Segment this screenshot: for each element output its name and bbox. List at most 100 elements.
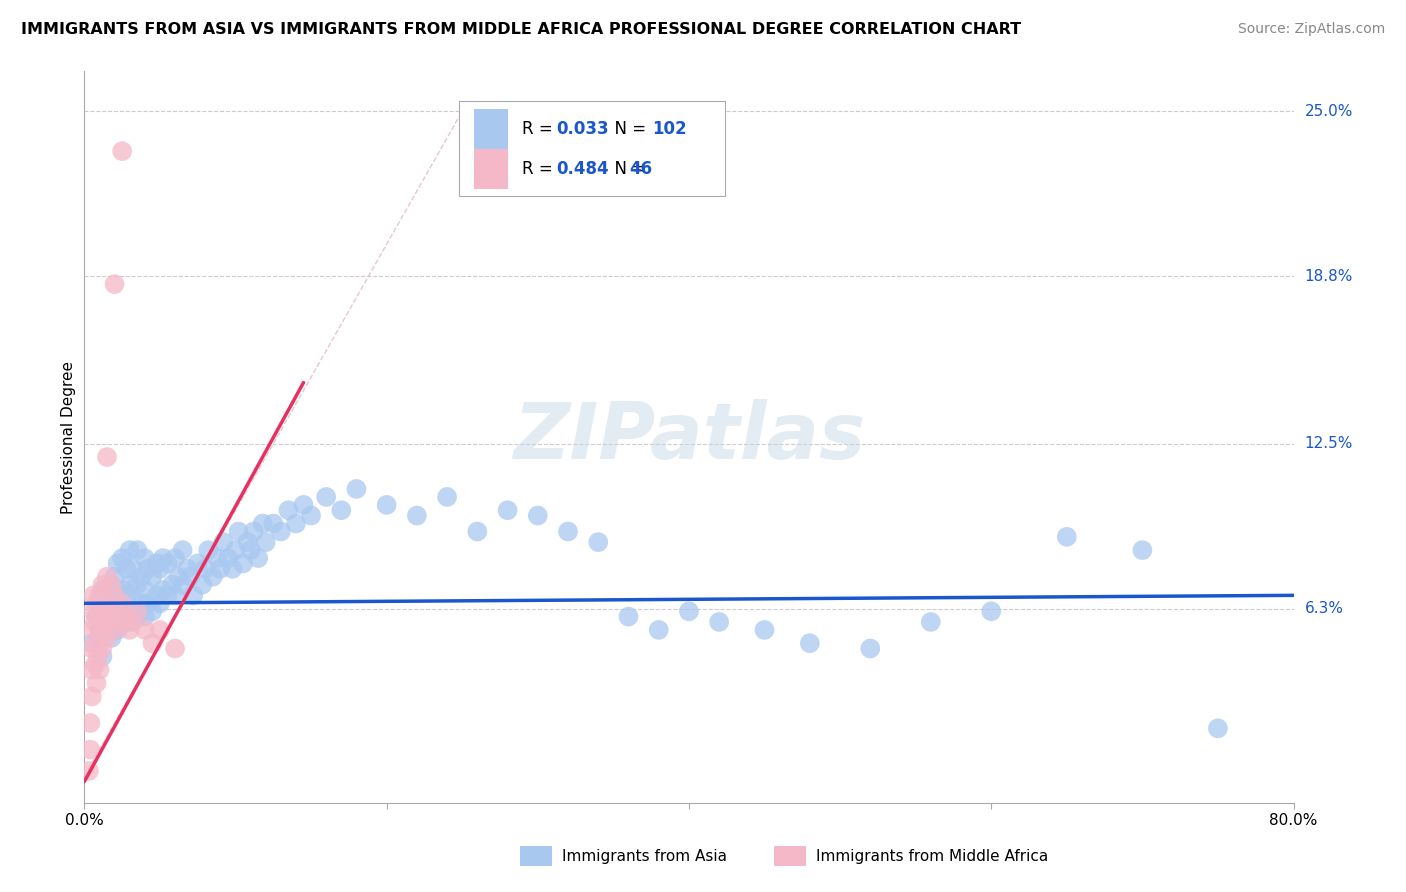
Point — [115, 588, 138, 602]
Point — [80, 690, 103, 704]
Y-axis label: Professional Degree: Professional Degree — [60, 360, 76, 514]
Point — [156, 557, 179, 571]
Point — [799, 636, 821, 650]
Text: 12.5%: 12.5% — [1305, 436, 1353, 451]
Text: IMMIGRANTS FROM ASIA VS IMMIGRANTS FROM MIDDLE AFRICA PROFESSIONAL DEGREE CORREL: IMMIGRANTS FROM ASIA VS IMMIGRANTS FROM … — [21, 22, 1021, 37]
Point — [141, 570, 163, 584]
FancyBboxPatch shape — [460, 101, 725, 195]
Point — [217, 551, 239, 566]
Point — [221, 562, 243, 576]
Point — [346, 482, 368, 496]
Point — [89, 623, 111, 637]
Point — [146, 557, 169, 571]
Point — [172, 577, 194, 591]
Point — [134, 623, 156, 637]
Point — [678, 604, 700, 618]
Point — [859, 641, 882, 656]
Point — [91, 649, 114, 664]
Text: N =: N = — [605, 160, 651, 178]
Point — [121, 596, 143, 610]
Text: R =: R = — [522, 160, 558, 178]
Point — [86, 636, 108, 650]
Point — [1130, 543, 1153, 558]
Text: 0.033: 0.033 — [555, 120, 609, 138]
Point — [107, 557, 129, 571]
Point — [236, 535, 259, 549]
Point — [118, 604, 141, 618]
Point — [152, 582, 174, 597]
Point — [107, 596, 129, 610]
Point — [111, 582, 134, 597]
Point — [107, 604, 129, 618]
Point — [146, 588, 169, 602]
Point — [225, 543, 247, 558]
Point — [110, 615, 132, 629]
Point — [89, 588, 111, 602]
Point — [91, 577, 114, 591]
Point — [100, 577, 122, 591]
Point — [131, 570, 153, 584]
Text: 102: 102 — [652, 120, 688, 138]
Point — [91, 582, 114, 597]
Point — [127, 577, 149, 591]
Point — [86, 609, 108, 624]
Text: N =: N = — [605, 120, 651, 138]
Point — [121, 615, 143, 629]
Point — [136, 596, 159, 610]
Text: 25.0%: 25.0% — [1305, 103, 1353, 119]
Point — [201, 570, 224, 584]
Point — [375, 498, 398, 512]
Point — [87, 649, 110, 664]
Point — [709, 615, 731, 629]
Point — [94, 596, 117, 610]
Point — [107, 623, 129, 637]
Point — [187, 557, 209, 571]
Point — [94, 623, 117, 637]
Point — [104, 588, 127, 602]
Point — [115, 609, 138, 624]
Point — [496, 503, 519, 517]
Point — [86, 596, 108, 610]
Point — [247, 551, 270, 566]
Point — [127, 604, 149, 618]
Point — [176, 562, 198, 576]
Point — [242, 524, 264, 539]
Point — [80, 636, 103, 650]
Point — [527, 508, 550, 523]
Point — [134, 551, 156, 566]
Point — [97, 615, 120, 629]
Point — [134, 582, 156, 597]
Point — [179, 570, 201, 584]
Point — [82, 588, 104, 602]
Point — [149, 562, 172, 576]
Point — [152, 551, 174, 566]
Point — [285, 516, 308, 531]
Text: Immigrants from Asia: Immigrants from Asia — [562, 848, 727, 863]
Bar — [520, 846, 553, 866]
Point — [149, 596, 172, 610]
Point — [588, 535, 610, 549]
Point — [89, 623, 111, 637]
Point — [118, 623, 141, 637]
Point — [100, 577, 122, 591]
Point — [252, 516, 274, 531]
Point — [104, 277, 127, 292]
Point — [239, 543, 262, 558]
Point — [104, 609, 127, 624]
Point — [648, 623, 671, 637]
Point — [270, 524, 292, 539]
Point — [165, 551, 187, 566]
Point — [80, 641, 103, 656]
Point — [111, 609, 134, 624]
Point — [980, 604, 1002, 618]
Point — [292, 498, 315, 512]
Point — [79, 716, 101, 731]
Point — [167, 570, 190, 584]
Point — [118, 543, 141, 558]
Text: Source: ZipAtlas.com: Source: ZipAtlas.com — [1237, 22, 1385, 37]
Point — [557, 524, 579, 539]
Point — [89, 596, 111, 610]
Bar — [474, 149, 508, 189]
Point — [330, 503, 353, 517]
Point — [197, 543, 219, 558]
